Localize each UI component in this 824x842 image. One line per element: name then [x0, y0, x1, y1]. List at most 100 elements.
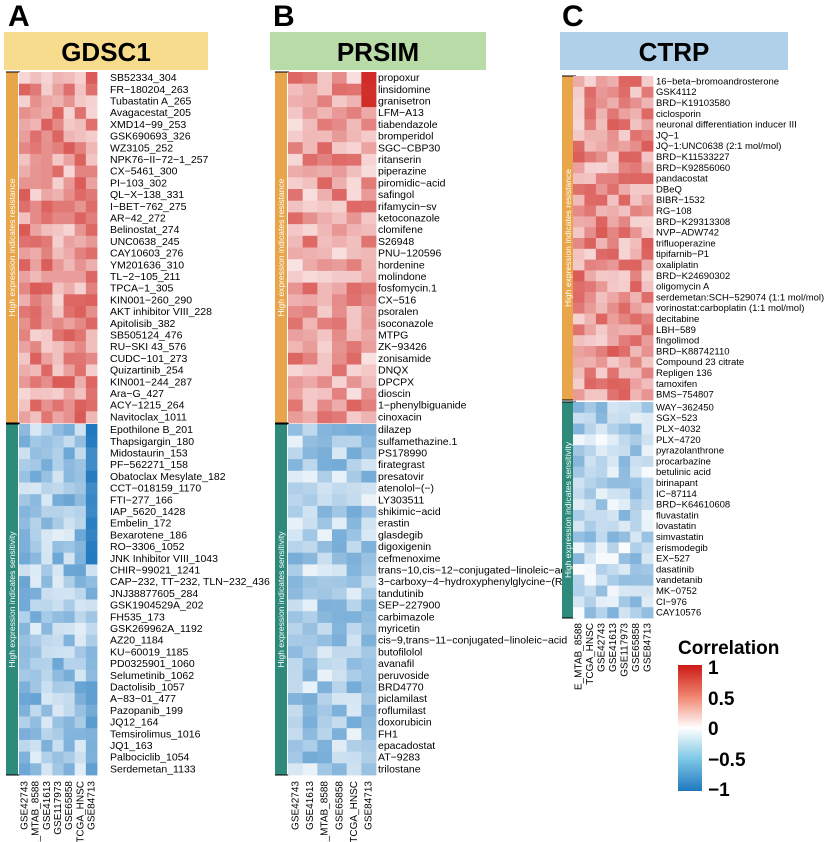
heatmap-cell	[74, 306, 87, 319]
row-label: SGC−CBP30	[378, 142, 440, 154]
heatmap-cell	[41, 435, 53, 448]
row-label: Belinostat_274	[110, 224, 180, 236]
resistance-bar-label: High expression indicates resistance	[276, 178, 286, 316]
panel-letter: C	[562, 0, 584, 33]
heatmap-cell	[317, 142, 333, 155]
heatmap-cell	[317, 118, 333, 131]
heatmap-cell	[361, 224, 377, 237]
heatmap-cell	[361, 505, 377, 518]
heatmap-cell	[302, 599, 318, 612]
heatmap-cell	[302, 165, 318, 178]
heatmap-cell	[63, 424, 76, 437]
heatmap-cell	[595, 574, 608, 586]
column-label: TCGA_HNSC	[349, 781, 360, 842]
heatmap-cell	[584, 596, 597, 608]
heatmap-cell	[41, 306, 53, 319]
heatmap-cell	[584, 86, 597, 98]
heatmap-cell	[346, 130, 362, 143]
row-label: dilazep	[378, 424, 411, 436]
column-label: GSE117973	[619, 623, 630, 677]
heatmap-cell	[85, 599, 98, 612]
heatmap-cell	[63, 118, 76, 131]
row-label: serdemetan:SCH−529074 (1:1 mol/mol)	[656, 292, 824, 303]
heatmap-cell	[595, 520, 608, 532]
heatmap-cell	[332, 763, 348, 776]
panel-header-box	[560, 32, 788, 70]
column-label: GSE65858	[334, 781, 345, 830]
heatmap-cell	[584, 510, 597, 522]
heatmap-cell	[74, 95, 87, 108]
row-label: digoxigenin	[378, 541, 431, 553]
heatmap-cell	[346, 763, 362, 776]
heatmap-cell	[52, 658, 64, 671]
heatmap-cell	[346, 658, 362, 671]
heatmap-cell	[74, 352, 87, 365]
row-label: JNK Inhibitor VIII_1043	[110, 553, 218, 565]
heatmap-cell	[41, 751, 53, 764]
heatmap-cell	[302, 118, 318, 131]
heatmap-cell	[630, 216, 642, 228]
row-label: IAP_5620_1428	[110, 506, 185, 518]
heatmap-cell	[63, 529, 76, 542]
heatmap-cell	[30, 739, 42, 752]
heatmap-cell	[332, 611, 348, 624]
sensitivity-side-bar	[562, 402, 574, 618]
heatmap-cell	[332, 399, 348, 412]
heatmap-cell	[618, 510, 631, 522]
heatmap-cell	[595, 313, 608, 325]
heatmap-cell	[573, 531, 585, 543]
heatmap-cell	[288, 552, 304, 565]
heatmap-cell	[332, 599, 348, 612]
heatmap-cell	[641, 302, 654, 314]
heatmap-cell	[361, 447, 377, 460]
heatmap-cell	[30, 153, 42, 166]
heatmap-cell	[19, 200, 31, 213]
heatmap-cell	[317, 693, 333, 706]
heatmap-cell	[41, 470, 53, 483]
heatmap-cell	[41, 364, 53, 377]
heatmap-cell	[595, 184, 608, 196]
heatmap-cell	[618, 335, 631, 347]
heatmap-cell	[30, 505, 42, 518]
heatmap-cell	[630, 402, 642, 414]
heatmap-cell	[288, 482, 304, 495]
heatmap-cell	[641, 456, 654, 468]
row-label: psoralen	[378, 306, 418, 318]
heatmap-cell	[317, 424, 333, 437]
heatmap-cell	[85, 212, 98, 225]
heatmap-cell	[317, 364, 333, 377]
row-label: zonisamide	[378, 353, 431, 365]
heatmap-cell	[595, 564, 608, 576]
heatmap-cell	[85, 189, 98, 202]
heatmap-cell	[52, 212, 64, 225]
heatmap-cell	[361, 541, 377, 554]
column-label: GSE65858	[64, 781, 75, 830]
heatmap-cell	[618, 216, 631, 228]
heatmap-cell	[361, 247, 377, 260]
heatmap-cell	[41, 599, 53, 612]
heatmap-cell	[584, 423, 597, 435]
heatmap-cell	[85, 352, 98, 365]
heatmap-cell	[41, 376, 53, 389]
heatmap-cell	[41, 482, 53, 495]
heatmap-cell	[607, 510, 620, 522]
heatmap-cell	[74, 541, 87, 554]
heatmap-cell	[30, 751, 42, 764]
heatmap-cell	[63, 83, 76, 96]
heatmap-cell	[573, 97, 585, 109]
heatmap-cell	[630, 477, 642, 489]
heatmap-cell	[641, 378, 654, 390]
heatmap-cell	[573, 313, 585, 325]
heatmap-cell	[595, 607, 608, 619]
heatmap-cell	[19, 107, 31, 120]
sensitivity-side-bar	[6, 424, 18, 775]
row-label: ketoconazole	[378, 213, 440, 225]
heatmap-cell	[361, 693, 377, 706]
heatmap-cell	[52, 704, 64, 717]
heatmap-cell	[618, 553, 631, 565]
heatmap-cell	[63, 341, 76, 354]
heatmap-cell	[573, 86, 585, 98]
heatmap-cell	[41, 294, 53, 307]
legend-tick: 0.5	[708, 689, 735, 710]
row-label: lovastatin	[656, 521, 696, 532]
